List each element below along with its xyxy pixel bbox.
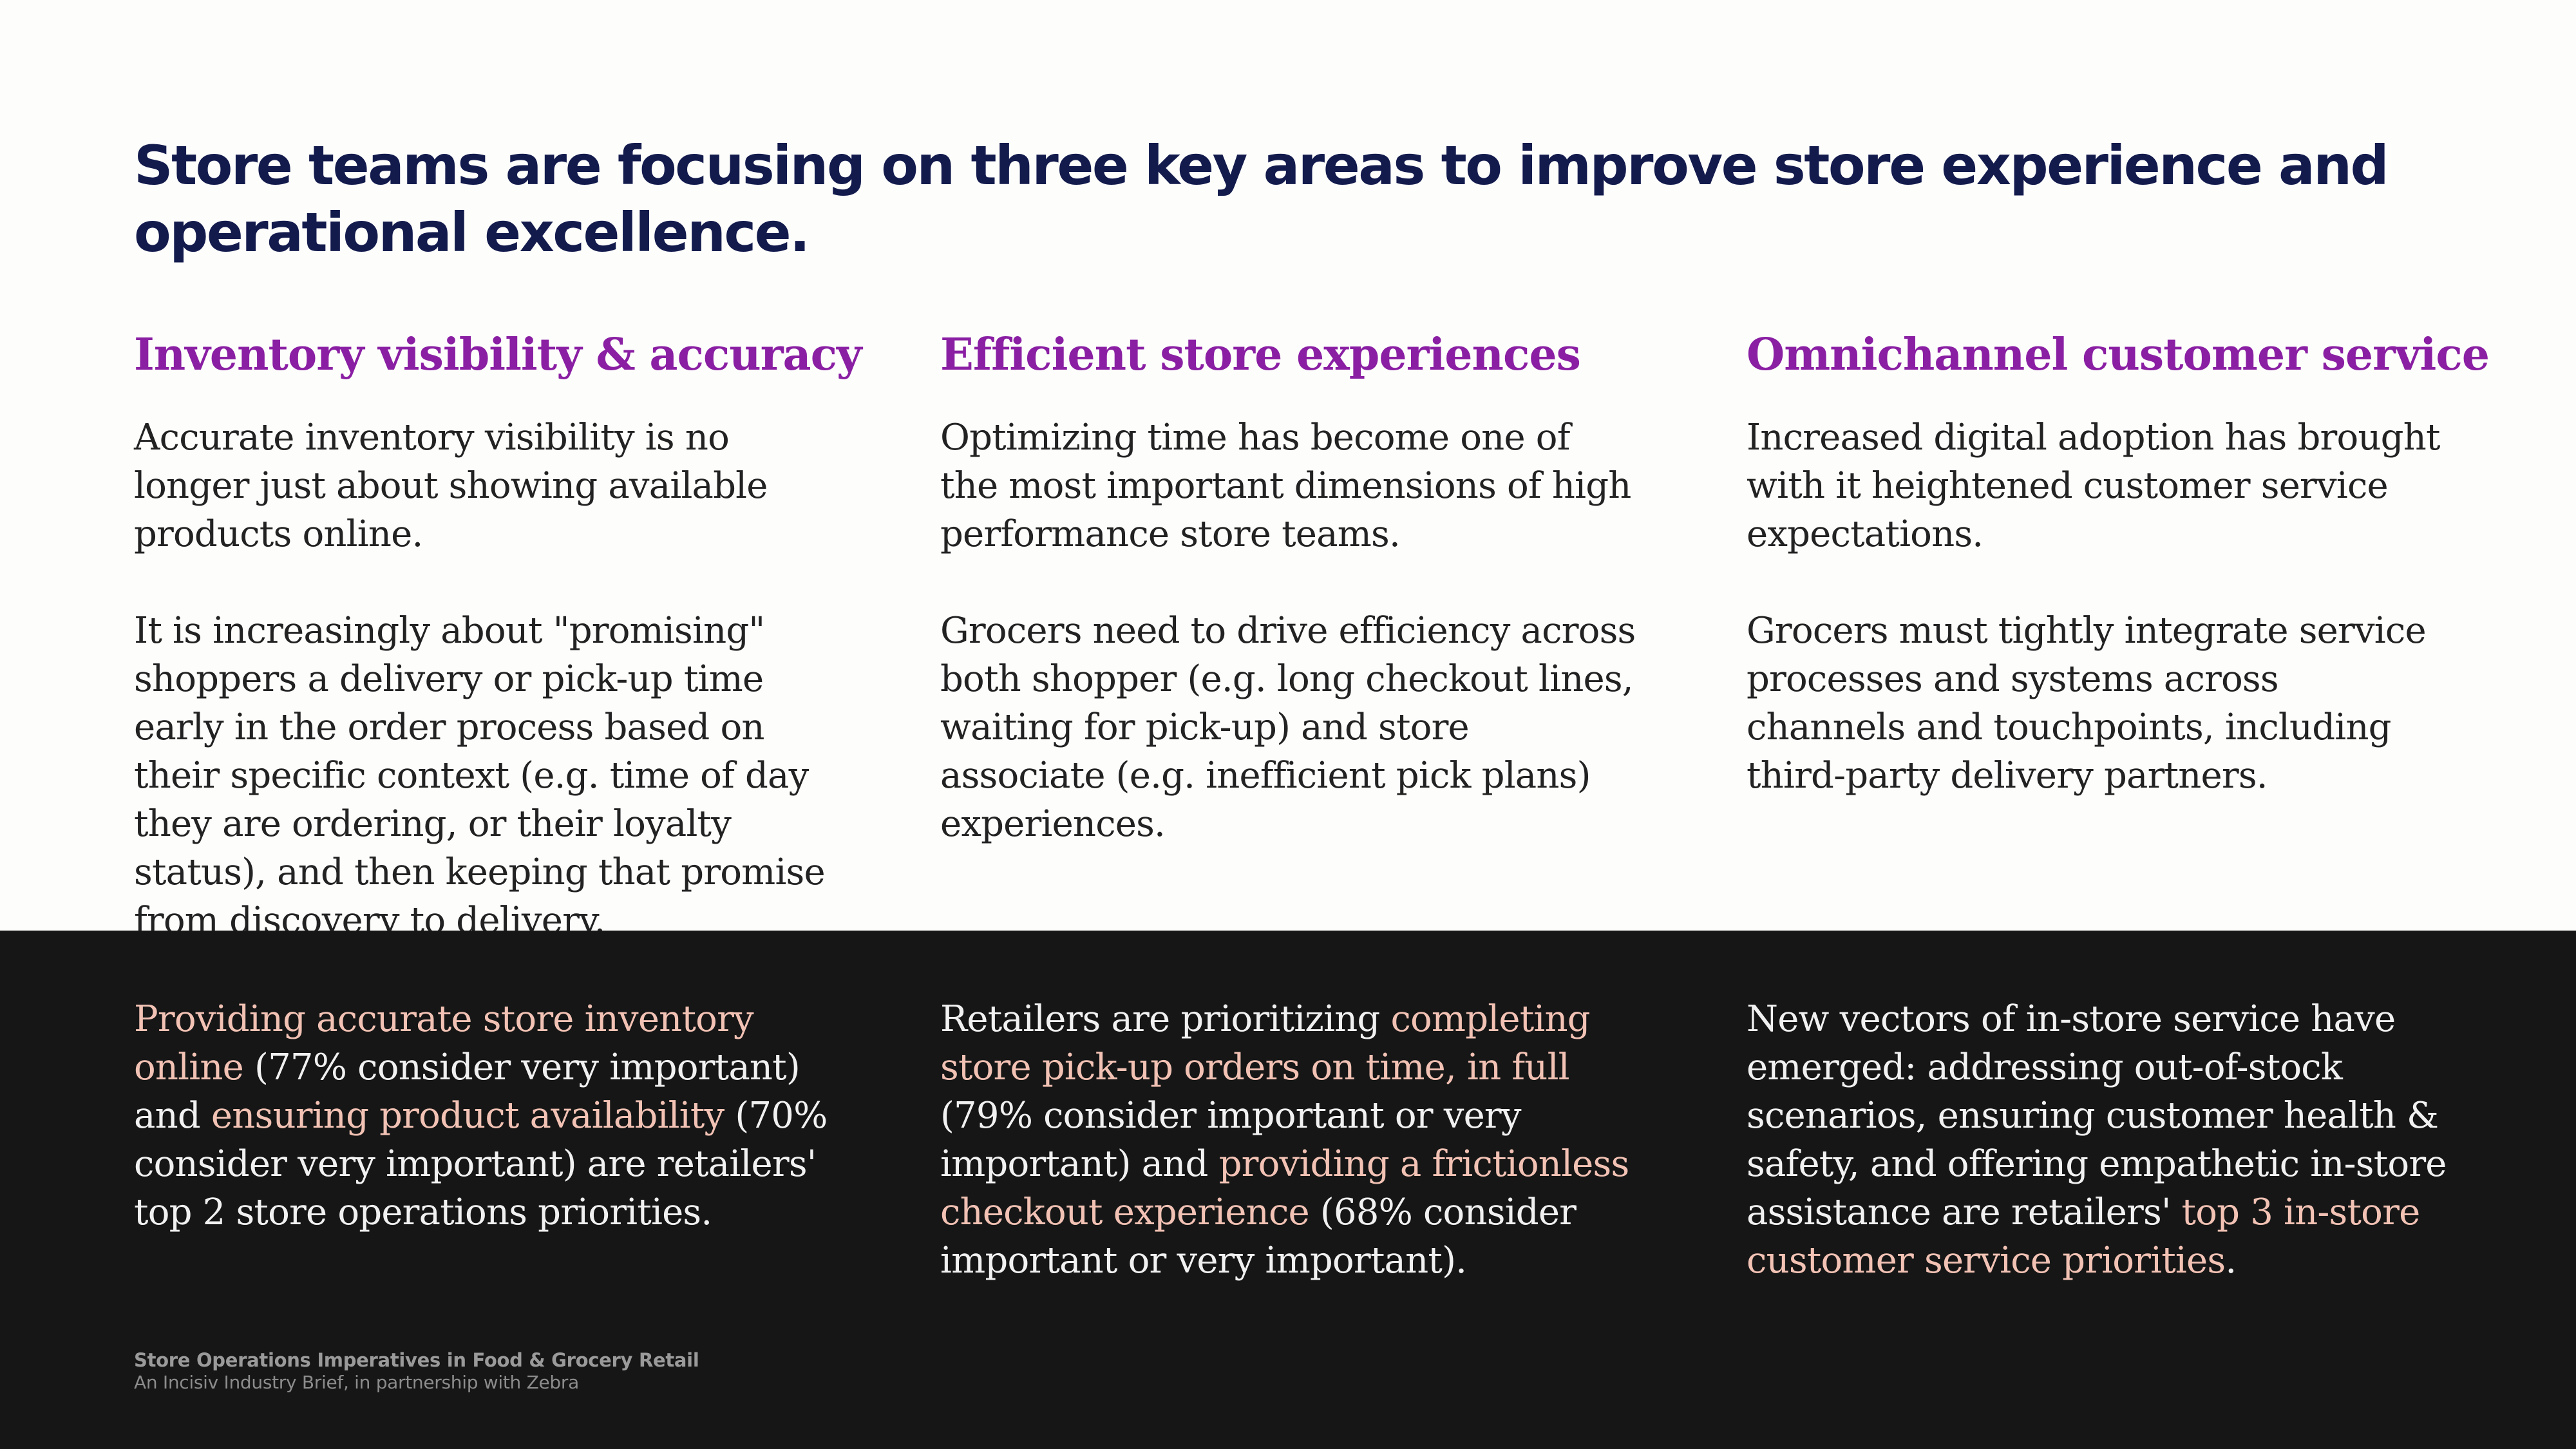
stat-text: (77% consider very important) and (134, 1046, 800, 1137)
stat-omnichannel: New vectors of in-store service have eme… (1747, 995, 2455, 1285)
column-paragraph: Optimizing time has become one of the mo… (940, 417, 1631, 555)
stat-text: . (2225, 1240, 2237, 1282)
stat-highlight: ensuring product availability (211, 1095, 724, 1137)
stat-text: (70% consider very important) are retail… (134, 1095, 828, 1233)
column-paragraph: Increased digital adoption has brought w… (1747, 417, 2441, 555)
column-heading: Inventory visibility & accuracy (134, 329, 862, 381)
column-heading: Omnichannel customer service (1747, 329, 2490, 381)
stat-text: Retailers are prioritizing (940, 998, 1391, 1040)
stat-efficiency: Retailers are prioritizing completing st… (940, 995, 1649, 1285)
column-paragraph: Accurate inventory visibility is no long… (134, 417, 768, 555)
column-heading: Efficient store experiences (940, 329, 1581, 381)
page-title: Store teams are focusing on three key ar… (134, 134, 2389, 264)
stat-highlight: Providing accurate store inventory onlin… (134, 998, 754, 1088)
top-section: Store teams are focusing on three key ar… (134, 134, 2490, 942)
stat-inventory: Providing accurate store inventory onlin… (134, 995, 842, 1236)
stats-band (0, 931, 2576, 1449)
stat-highlight: providing a frictionless checkout experi… (940, 1143, 1629, 1233)
column-paragraph: Grocers need to drive efficiency across … (940, 610, 1636, 845)
stat-text: New vectors of in-store service have eme… (1747, 998, 2447, 1233)
footer-subtitle: An Incisiv Industry Brief, in partnershi… (134, 1372, 579, 1393)
footer-title: Store Operations Imperatives in Food & G… (134, 1349, 699, 1371)
stat-highlight: completing store pick-up orders on time,… (940, 998, 1591, 1088)
footer: Store Operations Imperatives in Food & G… (134, 1349, 699, 1394)
stat-text: (68% consider important or very importan… (940, 1191, 1577, 1282)
column-paragraph: Grocers must tightly integrate service p… (1747, 610, 2427, 797)
column-paragraph: It is increasingly about "promising" sho… (134, 610, 826, 942)
stat-text: (79% consider important or very importan… (940, 1095, 1522, 1185)
stat-highlight: top 3 in-store customer service prioriti… (1747, 1191, 2420, 1282)
